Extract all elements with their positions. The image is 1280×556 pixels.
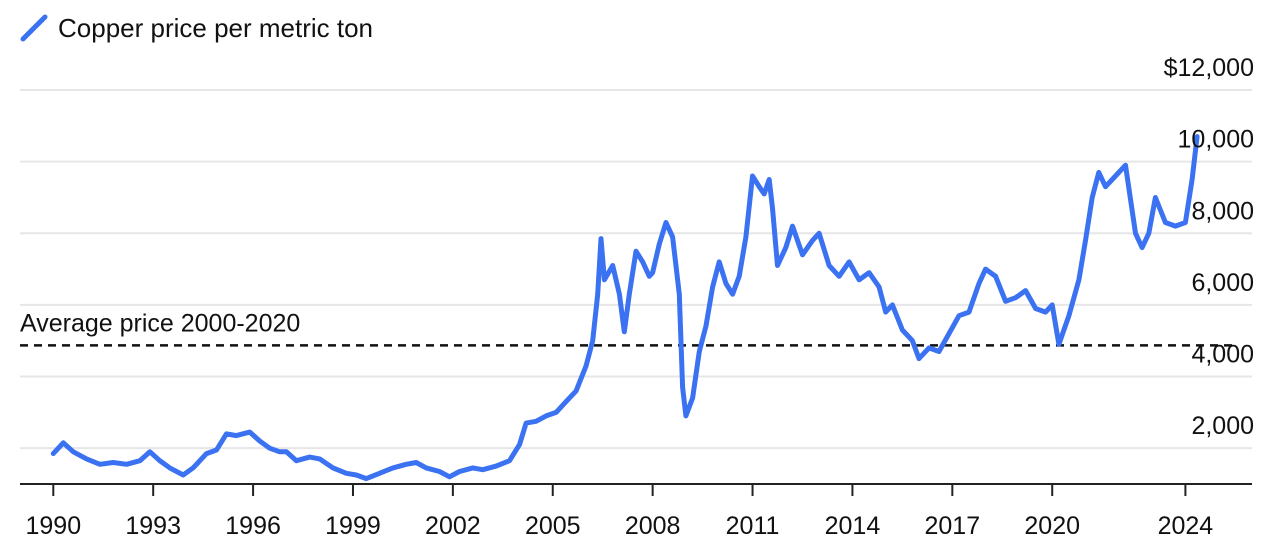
legend: Copper price per metric ton: [20, 10, 373, 46]
y-tick-label-4000: 4,000: [1191, 341, 1254, 369]
y-axis: 2,000 4,000 6,000 8,000 10,000 $12,000: [1164, 54, 1254, 440]
average-price-label: Average price 2000-2020: [20, 309, 300, 337]
y-tick-label-6000: 6,000: [1191, 269, 1254, 297]
x-tick-label-2008: 2008: [625, 512, 681, 540]
legend-label: Copper price per metric ton: [58, 12, 374, 43]
y-tick-label-12000: $12,000: [1164, 54, 1254, 82]
x-tick-label-1990: 1990: [25, 512, 81, 540]
y-tick-label-2000: 2,000: [1191, 412, 1254, 440]
y-tick-label-10000: 10,000: [1178, 126, 1254, 154]
x-tick-label-2002: 2002: [425, 512, 481, 540]
gridlines: [20, 89, 1252, 450]
x-tick-label-2017: 2017: [925, 512, 981, 540]
x-tick-label-2014: 2014: [825, 512, 881, 540]
x-tick-label-2020: 2020: [1024, 512, 1080, 540]
x-tick-label-1996: 1996: [225, 512, 281, 540]
x-tick-label-2011: 2011: [726, 512, 780, 540]
series-line-copper-price: [50, 134, 1200, 482]
x-tick-label-2024: 2024: [1158, 512, 1214, 540]
x-tick-label-1999: 1999: [325, 512, 381, 540]
legend-swatch-icon: [20, 14, 48, 42]
reference-line-group: Average price 2000-2020: [20, 309, 1236, 347]
x-tick-label-1993: 1993: [125, 512, 181, 540]
x-tick-label-2005: 2005: [525, 512, 581, 540]
x-axis: 1990 1993 1996 1999 2002 2005 2008 2011 2014 2017…: [20, 483, 1252, 540]
y-tick-label-8000: 8,000: [1191, 197, 1254, 225]
series-group: [50, 134, 1200, 482]
